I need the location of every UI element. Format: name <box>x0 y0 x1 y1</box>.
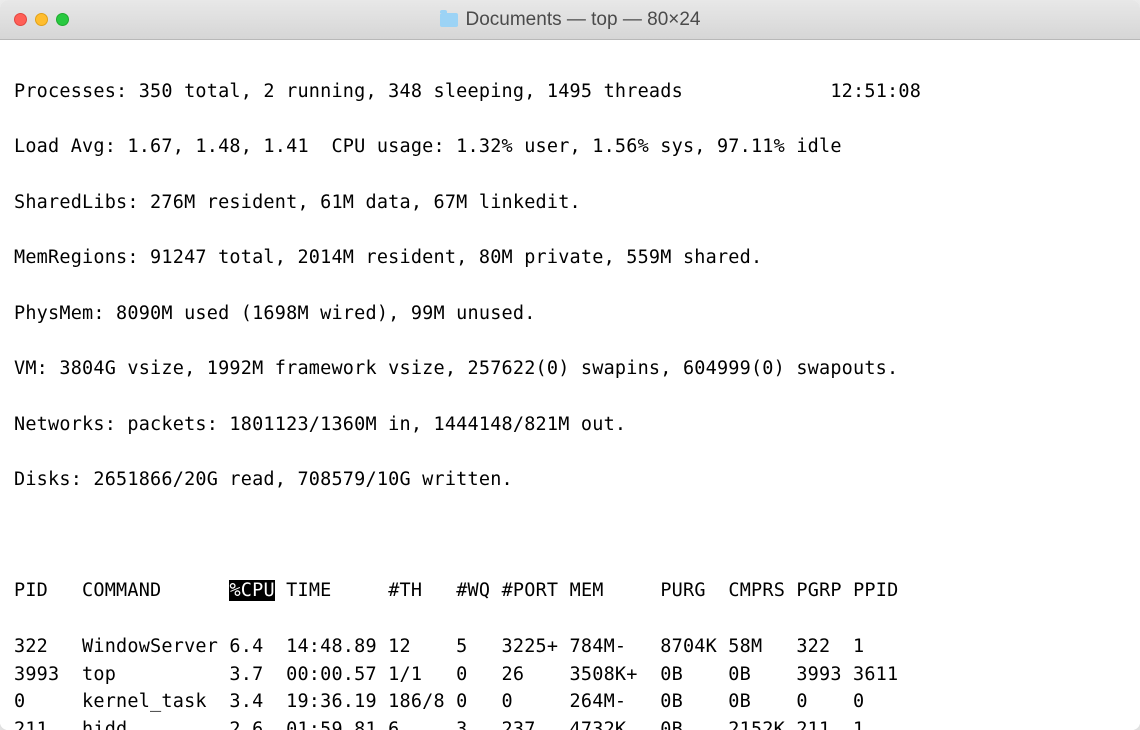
column-header-command[interactable]: COMMAND <box>82 580 229 601</box>
process-row: 322 WindowServer 6.4 14:48.89 12 5 3225+… <box>14 633 1126 661</box>
summary-processes: Processes: 350 total, 2 running, 348 sle… <box>14 78 1126 106</box>
column-header-port[interactable]: #PORT <box>502 580 570 601</box>
minimize-button[interactable] <box>35 13 48 26</box>
process-table-header: PID COMMAND %CPU TIME #TH #WQ #PORT MEM … <box>14 577 1126 605</box>
column-header-mem[interactable]: MEM <box>570 580 661 601</box>
summary-sharedlibs: SharedLibs: 276M resident, 61M data, 67M… <box>14 189 1126 217</box>
window-title-wrap: Documents — top — 80×24 <box>0 9 1140 31</box>
column-header-time[interactable]: TIME <box>286 580 388 601</box>
terminal-window: Documents — top — 80×24 Processes: 350 t… <box>0 0 1140 730</box>
column-header-th[interactable]: #TH <box>388 580 456 601</box>
maximize-button[interactable] <box>56 13 69 26</box>
column-header-pid[interactable]: PID <box>14 580 82 601</box>
column-header-cpu[interactable]: %CPU <box>229 580 286 601</box>
summary-networks: Networks: packets: 1801123/1360M in, 144… <box>14 411 1126 439</box>
summary-disks: Disks: 2651866/20G read, 708579/10G writ… <box>14 466 1126 494</box>
column-header-wq[interactable]: #WQ <box>456 580 501 601</box>
column-header-purg[interactable]: PURG <box>660 580 728 601</box>
column-header-pgrp[interactable]: PGRP <box>796 580 853 601</box>
process-row: 3993 top 3.7 00:00.57 1/1 0 26 3508K+ 0B… <box>14 661 1126 689</box>
blank-line <box>14 522 1126 550</box>
summary-load-cpu: Load Avg: 1.67, 1.48, 1.41 CPU usage: 1.… <box>14 133 1126 161</box>
close-button[interactable] <box>14 13 27 26</box>
summary-physmem: PhysMem: 8090M used (1698M wired), 99M u… <box>14 300 1126 328</box>
summary-time: 12:51:08 <box>830 81 921 102</box>
process-row: 0 kernel_task 3.4 19:36.19 186/8 0 0 264… <box>14 688 1126 716</box>
window-title: Documents — top — 80×24 <box>466 9 701 31</box>
summary-vm: VM: 3804G vsize, 1992M framework vsize, … <box>14 355 1126 383</box>
terminal-content[interactable]: Processes: 350 total, 2 running, 348 sle… <box>0 40 1140 730</box>
column-header-cmprs[interactable]: CMPRS <box>728 580 796 601</box>
folder-icon <box>440 13 458 27</box>
process-table-body: 322 WindowServer 6.4 14:48.89 12 5 3225+… <box>14 633 1126 730</box>
column-header-ppid[interactable]: PPID <box>853 580 898 601</box>
summary-memregions: MemRegions: 91247 total, 2014M resident,… <box>14 244 1126 272</box>
process-row: 211 hidd 2.6 01:59.81 6 3 237 4732K 0B 2… <box>14 716 1126 730</box>
traffic-lights <box>14 13 69 26</box>
titlebar[interactable]: Documents — top — 80×24 <box>0 0 1140 40</box>
summary-processes-text: Processes: 350 total, 2 running, 348 sle… <box>14 81 694 102</box>
